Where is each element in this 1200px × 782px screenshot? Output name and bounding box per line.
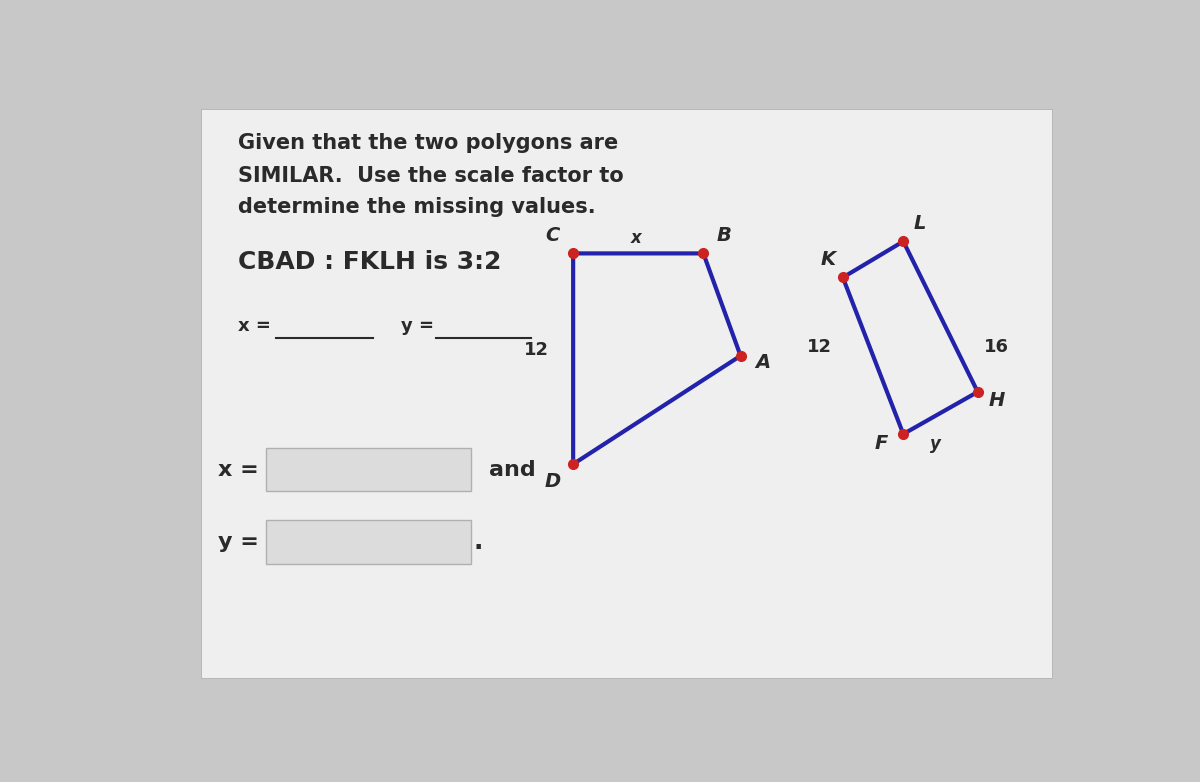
- Text: C: C: [546, 226, 560, 245]
- Text: L: L: [914, 213, 926, 233]
- Text: F: F: [875, 433, 888, 453]
- Text: y =: y =: [218, 533, 259, 552]
- Text: D: D: [545, 472, 560, 490]
- Text: y: y: [930, 436, 941, 454]
- Text: B: B: [716, 226, 731, 245]
- Text: and: and: [490, 460, 536, 480]
- Text: K: K: [821, 250, 835, 269]
- Text: SIMILAR.  Use the scale factor to: SIMILAR. Use the scale factor to: [239, 166, 624, 186]
- Text: 12: 12: [523, 341, 548, 359]
- Text: x: x: [631, 229, 642, 247]
- FancyBboxPatch shape: [202, 109, 1052, 678]
- Text: .: .: [474, 530, 484, 554]
- FancyBboxPatch shape: [266, 448, 470, 491]
- Text: Given that the two polygons are: Given that the two polygons are: [239, 133, 619, 153]
- Text: A: A: [755, 353, 770, 372]
- Text: H: H: [988, 392, 1004, 411]
- Text: x =: x =: [218, 460, 259, 480]
- Text: y =: y =: [401, 317, 440, 335]
- FancyBboxPatch shape: [266, 520, 470, 564]
- Text: x =: x =: [239, 317, 277, 335]
- Text: 12: 12: [808, 338, 832, 356]
- Text: CBAD : FKLH is 3:2: CBAD : FKLH is 3:2: [239, 250, 502, 274]
- Text: determine the missing values.: determine the missing values.: [239, 197, 596, 217]
- Text: 16: 16: [984, 338, 1009, 356]
